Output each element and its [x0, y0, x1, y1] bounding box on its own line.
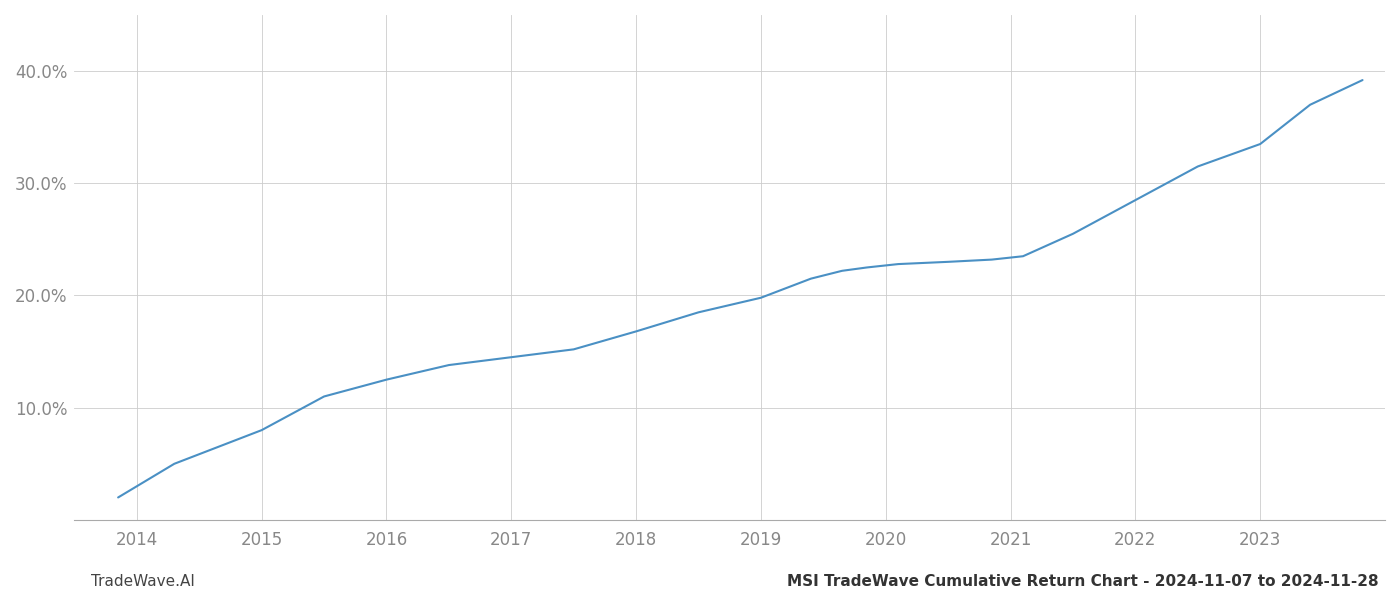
Text: TradeWave.AI: TradeWave.AI [91, 574, 195, 589]
Text: MSI TradeWave Cumulative Return Chart - 2024-11-07 to 2024-11-28: MSI TradeWave Cumulative Return Chart - … [787, 574, 1379, 589]
